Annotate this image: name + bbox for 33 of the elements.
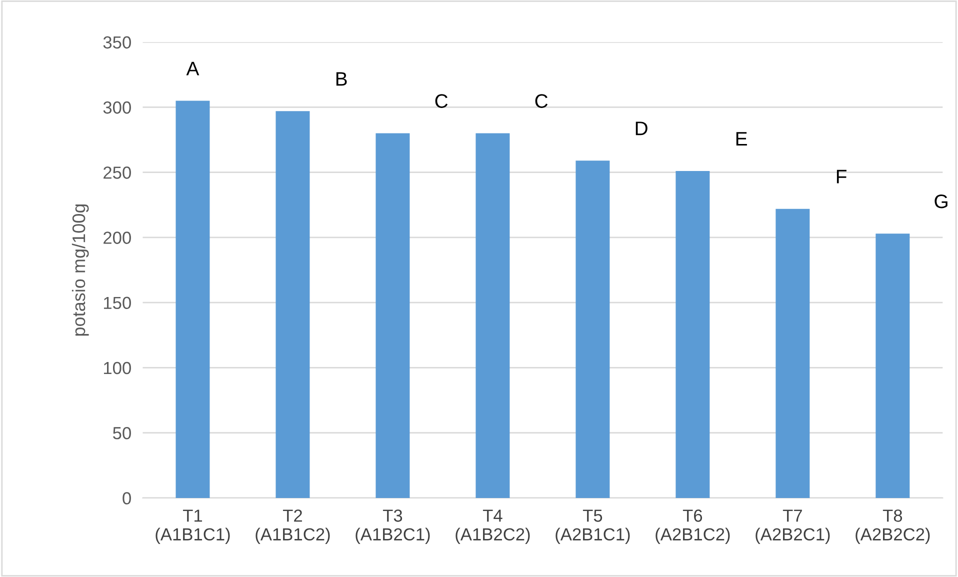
annotation: C bbox=[435, 94, 448, 108]
x-tick-label: T7 (A2B2C1) bbox=[756, 510, 830, 544]
x-tick-label: T3 (A1B2C1) bbox=[356, 510, 430, 544]
annotation: E bbox=[736, 132, 747, 146]
y-tick-label: 300 bbox=[103, 101, 131, 114]
x-tick-label: T6 (A2B1C2) bbox=[656, 510, 730, 544]
bar bbox=[576, 160, 610, 498]
bar bbox=[176, 100, 210, 498]
annotation: D bbox=[636, 122, 648, 136]
bar bbox=[776, 208, 810, 498]
x-tick-label: T5 (A2B1C1) bbox=[556, 510, 630, 544]
y-axis-title: potasio mg/100g bbox=[72, 204, 89, 336]
x-tick-label: T8 (A2B2C2) bbox=[856, 510, 930, 544]
x-tick-label: T1 (A1B1C1) bbox=[156, 510, 230, 544]
bar bbox=[376, 133, 410, 498]
y-tick-label: 100 bbox=[104, 362, 131, 374]
annotation: G bbox=[934, 194, 948, 208]
x-tick-label: T2 (A1B1C2) bbox=[256, 510, 330, 544]
y-tick-label: 200 bbox=[104, 232, 131, 244]
y-tick-label: 150 bbox=[104, 296, 131, 310]
bar bbox=[676, 171, 710, 498]
annotation: B bbox=[336, 72, 347, 86]
bar bbox=[876, 234, 910, 498]
y-tick-label: 250 bbox=[104, 166, 131, 179]
x-tick-label: T4 (A1B2C2) bbox=[456, 510, 530, 544]
annotation: F bbox=[836, 170, 846, 184]
annotation: C bbox=[535, 94, 548, 108]
bar bbox=[476, 133, 510, 498]
y-tick-label: 350 bbox=[103, 36, 131, 49]
y-tick-label: 50 bbox=[113, 427, 131, 440]
bar bbox=[276, 111, 310, 498]
annotation: A bbox=[186, 62, 200, 76]
y-tick-label: 0 bbox=[122, 492, 131, 504]
